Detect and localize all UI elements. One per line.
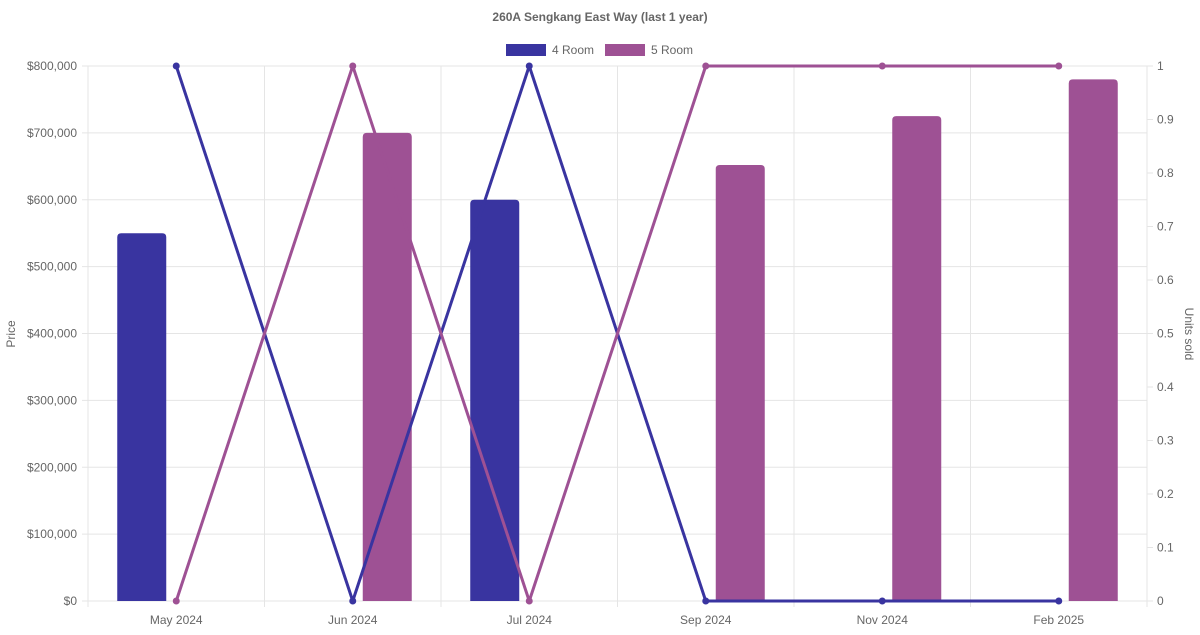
chart-title: 260A Sengkang East Way (last 1 year) — [492, 10, 707, 24]
left-axis-tick-label: $600,000 — [27, 193, 77, 207]
point-4-room-nov-2024[interactable] — [878, 597, 886, 605]
legend: 4 Room 5 Room — [506, 43, 693, 57]
right-axis-tick-label: 0.6 — [1157, 273, 1174, 287]
left-axis-tick-label: $700,000 — [27, 126, 77, 140]
point-5-room-sep-2024[interactable] — [702, 62, 710, 70]
point-4-room-jun-2024[interactable] — [349, 597, 357, 605]
bar-4-room-jul-2024[interactable] — [470, 199, 520, 601]
left-axis-tick-label: $400,000 — [27, 327, 77, 341]
legend-item-5-room[interactable]: 5 Room — [605, 43, 693, 57]
right-axis-tick-label: 0.2 — [1157, 487, 1174, 501]
bar-5-room-sep-2024[interactable] — [715, 164, 765, 601]
left-axis-tick-label: $500,000 — [27, 260, 77, 274]
right-axis-tick-label: 0.7 — [1157, 220, 1174, 234]
legend-label-5-room: 5 Room — [651, 43, 693, 57]
bar-4-room-may-2024[interactable] — [117, 233, 167, 601]
point-5-room-may-2024[interactable] — [172, 597, 180, 605]
x-axis-tick-label: Jul 2024 — [507, 613, 553, 627]
point-4-room-jul-2024[interactable] — [525, 62, 533, 70]
point-5-room-jun-2024[interactable] — [349, 62, 357, 70]
point-5-room-feb-2025[interactable] — [1055, 62, 1063, 70]
point-4-room-feb-2025[interactable] — [1055, 597, 1063, 605]
right-axis-title: Units sold — [1182, 308, 1196, 361]
left-axis-tick-label: $100,000 — [27, 527, 77, 541]
x-axis-tick-label: Sep 2024 — [680, 613, 732, 627]
left-axis-tick-label: $200,000 — [27, 460, 77, 474]
x-axis-tick-label: Feb 2025 — [1033, 613, 1084, 627]
x-axis-tick-label: Nov 2024 — [857, 613, 909, 627]
bars — [117, 79, 1118, 601]
bar-5-room-feb-2025[interactable] — [1068, 79, 1118, 601]
right-axis-tick-label: 0.3 — [1157, 434, 1174, 448]
x-axis-tick-label: Jun 2024 — [328, 613, 378, 627]
left-axis: $0 $100,000 $200,000 $300,000 $400,000 $500,0… — [27, 59, 88, 608]
legend-label-4-room: 4 Room — [552, 43, 594, 57]
lines — [172, 62, 1063, 605]
line-5-room-units-sold — [174, 64, 1059, 603]
point-5-room-jul-2024[interactable] — [525, 597, 533, 605]
right-axis-tick-label: 0.8 — [1157, 166, 1174, 180]
right-axis: 0 0.1 0.2 0.3 0.4 0.5 0.6 0.7 0.8 0.9 1 — [1147, 59, 1174, 608]
left-axis-tick-label: $800,000 — [27, 59, 77, 73]
right-axis-tick-label: 0.9 — [1157, 113, 1174, 127]
right-axis-tick-label: 0.5 — [1157, 327, 1174, 341]
point-5-room-nov-2024[interactable] — [878, 62, 886, 70]
x-axis-tick-label: May 2024 — [150, 613, 203, 627]
left-axis-tick-label: $0 — [64, 594, 78, 608]
legend-swatch-5-room — [605, 44, 645, 56]
bar-5-room-jun-2024[interactable] — [362, 132, 412, 601]
point-4-room-sep-2024[interactable] — [702, 597, 710, 605]
bar-5-room-nov-2024[interactable] — [892, 116, 942, 601]
point-4-room-may-2024[interactable] — [172, 62, 180, 70]
right-axis-tick-label: 0.1 — [1157, 541, 1174, 555]
legend-item-4-room[interactable]: 4 Room — [506, 43, 594, 57]
left-axis-tick-label: $300,000 — [27, 393, 77, 407]
legend-swatch-4-room — [506, 44, 546, 56]
right-axis-tick-label: 0 — [1157, 594, 1164, 608]
right-axis-tick-label: 1 — [1157, 59, 1164, 73]
right-axis-tick-label: 0.4 — [1157, 380, 1174, 394]
left-axis-title: Price — [4, 320, 18, 348]
x-axis: May 2024 Jun 2024 Jul 2024 Sep 2024 Nov 2024… — [150, 613, 1085, 627]
